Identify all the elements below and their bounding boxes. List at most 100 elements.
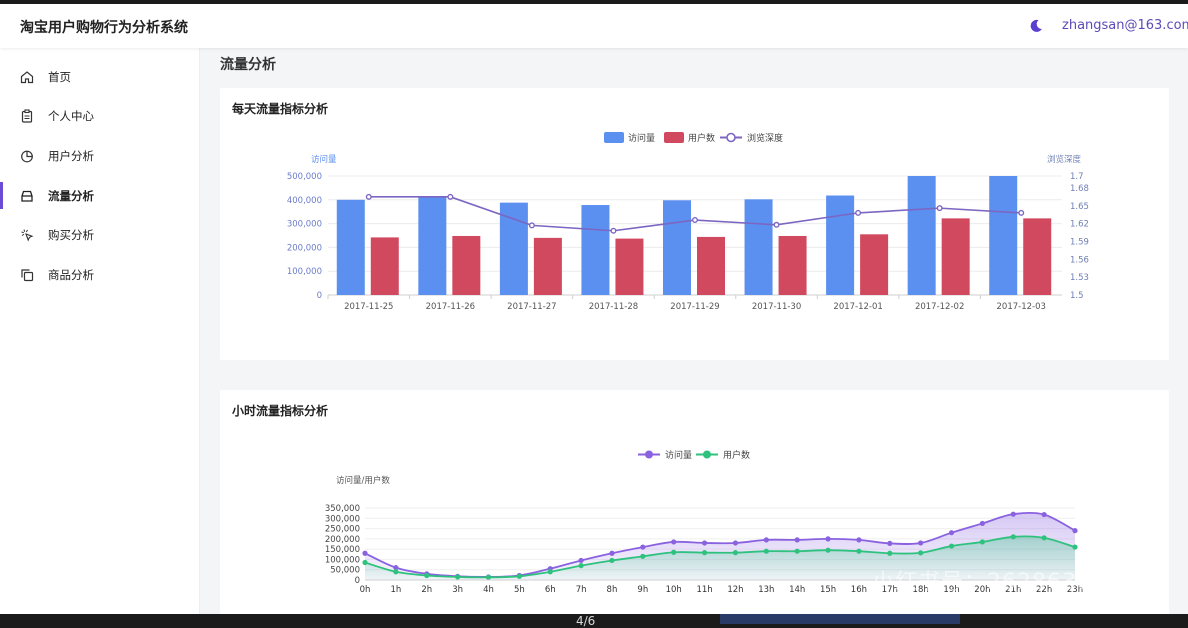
line-point — [447, 193, 454, 200]
y2-tick-label: 1.62 — [1070, 220, 1089, 230]
sidebar: 首页 个人中心 用户分析 流量分析 购买分析 商品分析 — [0, 48, 200, 614]
bar-users — [533, 237, 562, 295]
chart-title: 小时流量指标分析 — [232, 404, 329, 418]
x-tick-label: 18h — [913, 585, 929, 595]
line-point — [979, 539, 985, 545]
x-tick-label: 23h — [1067, 585, 1083, 595]
sidebar-item-product-analysis[interactable]: 商品分析 — [0, 255, 199, 295]
line-point — [547, 569, 553, 575]
y-tick-label: 250,000 — [325, 525, 360, 535]
line-point — [948, 530, 955, 536]
x-tick-label: 13h — [758, 585, 774, 595]
x-tick-label: 6h — [545, 585, 556, 595]
y2-tick-label: 1.59 — [1070, 237, 1089, 247]
line-point — [671, 539, 677, 545]
sidebar-item-traffic-analysis[interactable]: 流量分析 — [0, 176, 199, 216]
line-point — [1041, 511, 1047, 518]
line-point — [424, 572, 430, 579]
x-tick-label: 21h — [1005, 585, 1021, 595]
x-tick-label: 2017-11-29 — [670, 302, 719, 312]
bar-users — [697, 236, 725, 295]
legend-label: 浏览深度 — [747, 132, 783, 144]
x-tick-label: 22h — [1036, 585, 1052, 595]
line-point — [528, 222, 535, 229]
y-tick-label: 150,000 — [325, 545, 360, 555]
line-point — [393, 565, 399, 571]
series-area — [365, 536, 1075, 580]
line-point — [948, 543, 955, 549]
sidebar-item-profile[interactable]: 个人中心 — [0, 97, 199, 137]
y-tick-label: 0 — [355, 576, 360, 586]
sidebar-item-label: 商品分析 — [48, 267, 94, 282]
y-tick-label: 100,000 — [287, 267, 322, 277]
sidebar-item-label: 购买分析 — [48, 228, 94, 243]
dark-mode-toggle-icon[interactable] — [1028, 18, 1044, 34]
bar-users — [860, 234, 889, 295]
pie-chart-icon — [21, 150, 33, 163]
x-tick-label: 1h — [390, 585, 401, 595]
sidebar-item-purchase-analysis[interactable]: 购买分析 — [0, 215, 199, 255]
line-point — [365, 193, 372, 200]
legend-label: 访问量 — [665, 449, 692, 461]
y2-axis-label: 浏览深度 — [1047, 154, 1082, 165]
line-point — [640, 553, 646, 559]
legend-label: 用户数 — [723, 449, 750, 461]
sidebar-item-label: 个人中心 — [48, 109, 94, 124]
sidebar-item-home[interactable]: 首页 — [0, 57, 199, 97]
bar-visits — [989, 176, 1018, 295]
x-tick-label: 3h — [452, 585, 463, 595]
bar-users — [370, 237, 399, 295]
y2-tick-label: 1.65 — [1070, 202, 1089, 212]
x-tick-label: 5h — [514, 585, 525, 595]
y-tick-label: 50,000 — [330, 566, 360, 576]
x-tick-label: 19h — [943, 585, 959, 595]
sidebar-item-user-analysis[interactable]: 用户分析 — [0, 136, 199, 176]
top-bar: 淘宝用户购物行为分析系统 zhangsan@163.com — [0, 4, 1188, 48]
y2-tick-label: 1.68 — [1070, 184, 1089, 194]
line-point — [362, 550, 368, 556]
legend-label: 用户数 — [688, 132, 715, 144]
app-window: 淘宝用户购物行为分析系统 zhangsan@163.com 首页 个人中心 用户… — [0, 4, 1188, 614]
line-point — [732, 550, 739, 556]
daily-traffic-card: 每天流量指标分析 访问量 用户数 浏览深度 访问量 浏览深度 0 100,000 200,00… — [220, 88, 1169, 360]
x-tick-label: 16h — [851, 585, 867, 595]
bar-users — [615, 238, 644, 295]
line-point — [393, 569, 399, 575]
line-point — [979, 520, 985, 527]
y-axis-label: 访问量 — [311, 154, 337, 165]
legend-marker — [703, 450, 711, 459]
chart-title: 每天流量指标分析 — [232, 102, 329, 116]
x-tick-label: 2017-12-03 — [997, 302, 1046, 312]
bar-visits — [907, 176, 936, 295]
line-point — [856, 537, 862, 543]
tray-icon — [21, 190, 33, 202]
x-tick-label: 20h — [974, 585, 990, 595]
app-title: 淘宝用户购物行为分析系统 — [20, 20, 188, 36]
bar-visits — [744, 199, 773, 295]
copy-icon — [21, 269, 34, 281]
line-point — [1018, 209, 1025, 216]
line-point — [578, 563, 584, 569]
x-tick-label: 11h — [696, 585, 712, 595]
line-point — [936, 205, 943, 212]
x-tick-label: 10h — [666, 585, 682, 595]
clipboard-icon — [21, 109, 33, 123]
page-title: 流量分析 — [220, 57, 276, 73]
line-point — [578, 557, 584, 564]
user-email[interactable]: zhangsan@163.com — [1062, 18, 1188, 33]
y2-tick-label: 1.56 — [1070, 255, 1089, 265]
y-tick-label: 200,000 — [325, 535, 360, 545]
watermark: 小红书号：2628638449 — [872, 570, 1137, 595]
x-tick-label: 2017-11-28 — [589, 302, 638, 312]
line-point — [455, 574, 461, 580]
line-point — [763, 537, 769, 543]
x-tick-label: 9h — [637, 585, 648, 595]
line-point — [918, 540, 924, 546]
line-point — [701, 540, 708, 546]
page-number: 4/6 — [576, 614, 596, 628]
line-point — [855, 209, 862, 216]
y2-tick-label: 1.7 — [1070, 172, 1084, 182]
sidebar-item-label: 用户分析 — [48, 148, 94, 163]
y-tick-label: 300,000 — [325, 514, 360, 524]
